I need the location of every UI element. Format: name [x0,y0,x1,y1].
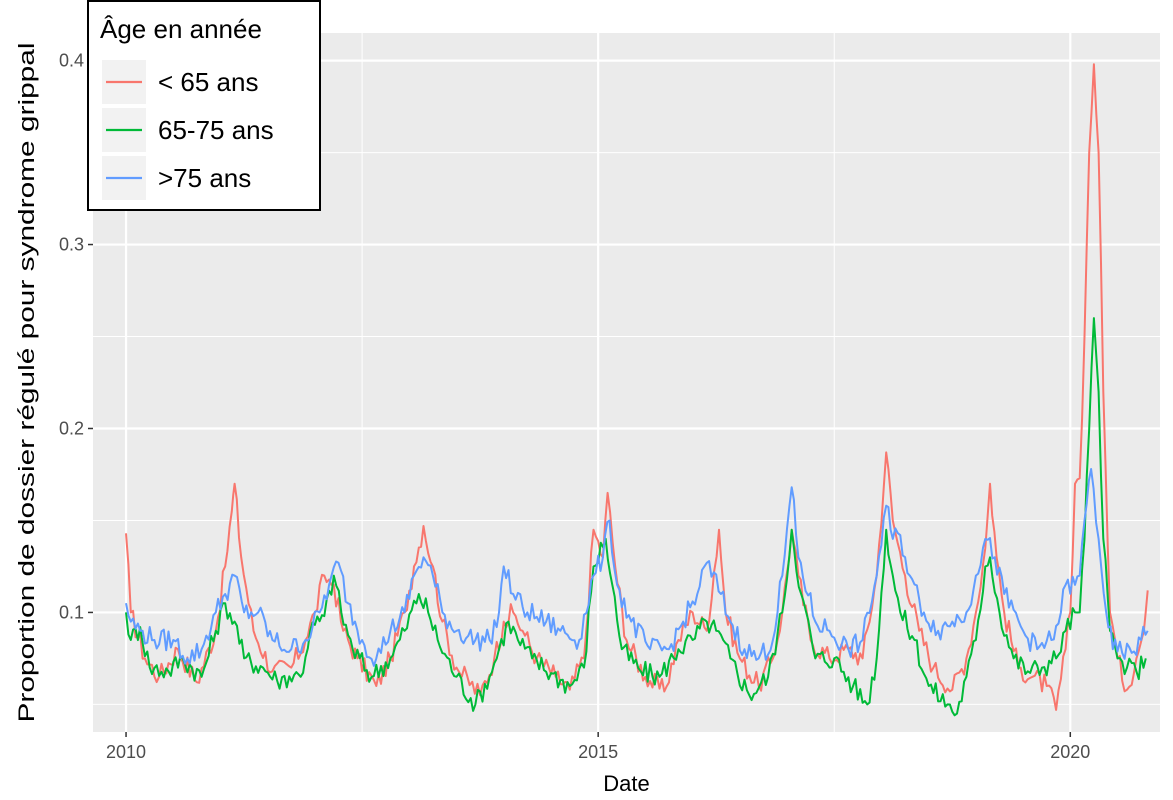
x-axis: 2010 2015 2020 [106,732,1090,762]
x-tick-label: 2010 [106,742,146,762]
y-tick-label: 0.3 [59,235,84,255]
x-axis-title: Date [603,771,649,796]
legend: Âge en année < 65 ans 65-75 ans >75 ans [87,0,321,211]
legend-label: < 65 ans [158,67,258,97]
legend-label: >75 ans [158,163,251,193]
legend-label: 65-75 ans [158,115,274,145]
x-tick-label: 2020 [1050,742,1090,762]
legend-title: Âge en année [100,14,262,44]
y-axis-title: Proportion de dossier régulé pour syndro… [14,43,39,723]
series-line-1 [125,317,1147,717]
x-tick-label: 2015 [578,742,618,762]
y-axis: 0.1 0.2 0.3 0.4 [59,51,93,622]
y-tick-label: 0.2 [59,418,84,438]
legend-items: < 65 ans 65-75 ans >75 ans [102,60,274,200]
y-tick-label: 0.4 [59,51,84,71]
series-line-2 [125,468,1149,667]
y-tick-label: 0.1 [59,602,84,622]
series-lines [125,63,1149,717]
